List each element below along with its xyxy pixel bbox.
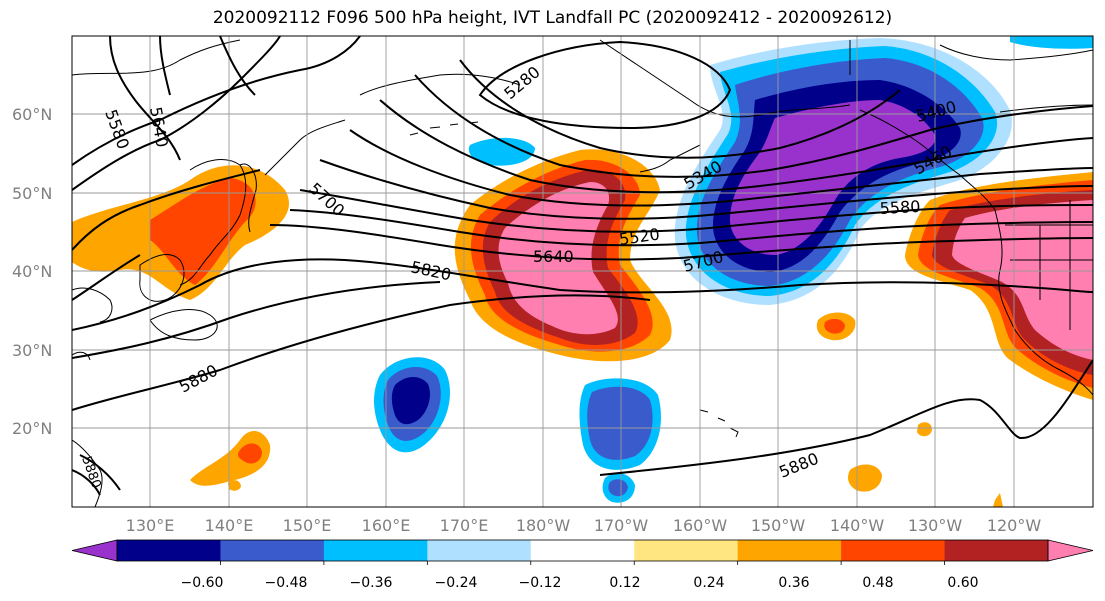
shading-spot-5	[228, 480, 241, 491]
lon-label: 170°W	[594, 516, 649, 535]
colorbar-tick-labels: −0.60 −0.48 −0.36 −0.24 −0.12 0.12 0.24 …	[181, 575, 979, 591]
colorbar-tick-label: −0.48	[265, 575, 308, 591]
shading-top-right	[1010, 36, 1093, 49]
lon-label: 150°E	[283, 516, 332, 535]
colorbar-segment	[841, 540, 946, 561]
colorbar-tick-label: −0.36	[350, 575, 393, 591]
colorbar	[71, 539, 1094, 565]
lon-label: 160°W	[673, 516, 728, 535]
lon-label: 140°E	[205, 516, 254, 535]
shading-spot-2	[848, 464, 882, 492]
colorbar-segment	[323, 540, 428, 561]
colorbar-tick-label: −0.24	[435, 575, 478, 591]
colorbar-tick-label: 0.48	[862, 575, 893, 591]
colorbar-arrow-low	[71, 539, 118, 562]
colorbar-frame	[116, 539, 1049, 562]
latitude-labels: 60°N 50°N 40°N 30°N 20°N	[12, 105, 52, 438]
longitude-labels: 130°E 140°E 150°E 160°E 170°E 180°W 170°…	[126, 516, 1042, 535]
lat-label: 40°N	[12, 262, 52, 281]
colorbar-segment	[117, 540, 221, 561]
colorbar-tick-label: 0.12	[609, 575, 640, 591]
colorbar-segment	[634, 540, 739, 561]
colorbar-arrow-high	[1047, 539, 1094, 562]
colorbar-tick-label: 0.36	[778, 575, 809, 591]
lat-label: 60°N	[12, 105, 52, 124]
colorbar-segment	[220, 540, 325, 561]
map-frame	[71, 35, 1094, 508]
lat-label: 30°N	[12, 341, 52, 360]
lon-label: 170°E	[440, 516, 489, 535]
colorbar-tick-label: 0.60	[947, 575, 978, 591]
colorbar-tick-label: −0.12	[519, 575, 562, 591]
lon-label: 140°W	[830, 516, 885, 535]
lon-label: 130°W	[908, 516, 963, 535]
shading-small-orange	[190, 430, 271, 486]
shading-small-blue-1	[374, 357, 450, 453]
lon-label: 160°E	[362, 516, 411, 535]
colorbar-tick-label: −0.60	[181, 575, 224, 591]
colorbar-tick-label: 0.24	[693, 575, 724, 591]
lat-label: 20°N	[12, 419, 52, 438]
shading-small-blue-2	[579, 378, 661, 503]
colorbar-segment	[427, 540, 532, 561]
shading-small-lightblue	[468, 137, 535, 166]
height-contours	[72, 36, 1093, 496]
lon-label: 150°W	[751, 516, 806, 535]
lon-label: 120°W	[987, 516, 1042, 535]
lon-label: 130°E	[126, 516, 175, 535]
colorbar-segment	[737, 540, 842, 561]
shading-spot-3	[917, 422, 932, 437]
lat-label: 50°N	[12, 184, 52, 203]
contour-label: 5640	[533, 247, 574, 266]
colorbar-segment	[530, 540, 635, 561]
colorbar-segment	[944, 540, 1049, 561]
lon-label: 180°W	[516, 516, 571, 535]
shading-spot-1-core	[824, 318, 845, 334]
contour-label: 5580	[879, 197, 921, 218]
shading-spot-4	[993, 493, 1003, 507]
map-title: 2020092112 F096 500 hPa height, IVT Land…	[212, 8, 893, 28]
